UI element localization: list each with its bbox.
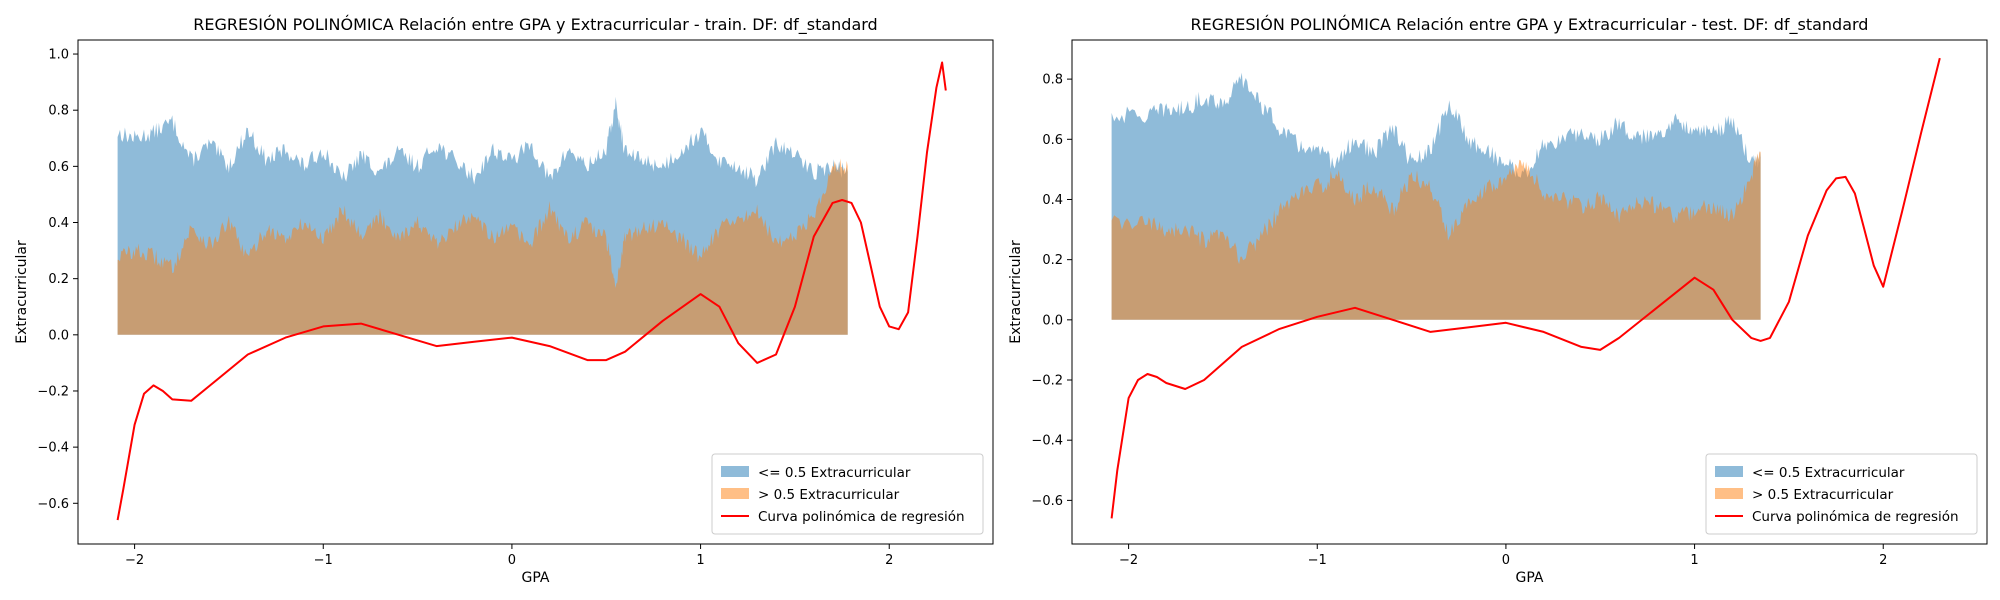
chart0-xtick-label: 2: [885, 553, 893, 568]
chart1-ytick-label: −0.2: [1031, 374, 1063, 389]
chart1-ytick-label: 0.6: [1042, 133, 1063, 148]
chart1-title: REGRESIÓN POLINÓMICA Relación entre GPA …: [1191, 15, 1869, 35]
chart0-plot-area: [116, 61, 947, 521]
chart1-legend-swatch: [1715, 488, 1743, 499]
chart1-area-gt-05: [1111, 151, 1761, 320]
chart1-legend-label: <= 0.5 Extracurricular: [1752, 465, 1905, 481]
chart0-x-axis-label: GPA: [522, 570, 550, 586]
chart1-frame: [1071, 39, 1988, 545]
chart0-legend-label: > 0.5 Extracurricular: [758, 487, 900, 503]
chart0-ytick-label: 0.6: [48, 160, 69, 175]
chart0-legend-swatch: [721, 488, 749, 499]
chart1-ytick-label: 0.2: [1042, 253, 1063, 268]
chart0-xtick-label: −2: [125, 553, 144, 568]
chart0-area-gt-05: [117, 158, 848, 335]
chart0-ytick-label: 0.8: [48, 104, 69, 119]
chart0-frame: [77, 39, 994, 545]
chart0-xtick-label: −1: [314, 553, 333, 568]
chart1-x-axis-label: GPA: [1516, 570, 1544, 586]
chart0-legend-box: [711, 453, 984, 535]
chart1-plot-area: [1110, 57, 1941, 519]
chart0-ytick-label: 0.2: [48, 272, 69, 287]
chart1-legend-swatch: [1715, 466, 1743, 477]
chart0-legend-label: Curva polinómica de regresión: [758, 509, 965, 525]
chart0-ytick-label: −0.4: [37, 441, 69, 456]
chart1-xtick-label: −2: [1119, 553, 1138, 568]
chart1-legend-box: [1705, 453, 1978, 535]
chart0-ytick-label: 1.0: [48, 48, 69, 63]
chart1-xtick-label: 0: [1502, 553, 1510, 568]
chart0-legend: <= 0.5 Extracurricular > 0.5 Extracurricu…: [711, 453, 984, 535]
chart0-title: REGRESIÓN POLINÓMICA Relación entre GPA …: [193, 15, 877, 35]
chart1-ytick-label: 0.4: [1042, 193, 1063, 208]
chart1-regression-line: [1110, 57, 1941, 519]
chart1-ytick-label: −0.4: [1031, 434, 1063, 449]
chart1-legend-label: Curva polinómica de regresión: [1752, 509, 1959, 525]
train-chart-panel: −2 −1 0 1 2 −0.6 −0.4 −0.2 0.0 0.2 0.4 0.6 0.8 1.0 REG…: [14, 15, 994, 586]
chart1-y-axis-label: Extracurricular: [1008, 240, 1024, 344]
chart1-xtick-label: 2: [1879, 553, 1887, 568]
chart1-legend: <= 0.5 Extracurricular > 0.5 Extracurricu…: [1705, 453, 1978, 535]
chart0-ytick-label: −0.6: [37, 497, 69, 512]
chart1-ytick-label: 0.8: [1042, 73, 1063, 88]
chart0-y-axis-label: Extracurricular: [14, 240, 30, 344]
chart0-legend-label: <= 0.5 Extracurricular: [758, 465, 911, 481]
chart0-ytick-label: −0.2: [37, 384, 69, 399]
chart1-ytick-label: 0.0: [1042, 313, 1063, 328]
chart1-legend-label: > 0.5 Extracurricular: [1752, 487, 1894, 503]
chart1-xtick-label: −1: [1308, 553, 1327, 568]
chart1-ytick-label: −0.6: [1031, 494, 1063, 509]
chart1-xtick-label: 1: [1690, 553, 1698, 568]
chart0-regression-line: [116, 61, 947, 521]
chart0-ytick-label: 0.4: [48, 216, 69, 231]
test-chart-panel: −2 −1 0 1 2 −0.6 −0.4 −0.2 0.0 0.2 0.4 0.6 0.8 REGRES…: [1008, 15, 1988, 586]
chart0-xtick-label: 0: [508, 553, 516, 568]
chart0-xtick-label: 1: [696, 553, 704, 568]
chart0-ytick-label: 0.0: [48, 328, 69, 343]
chart0-legend-swatch: [721, 466, 749, 477]
